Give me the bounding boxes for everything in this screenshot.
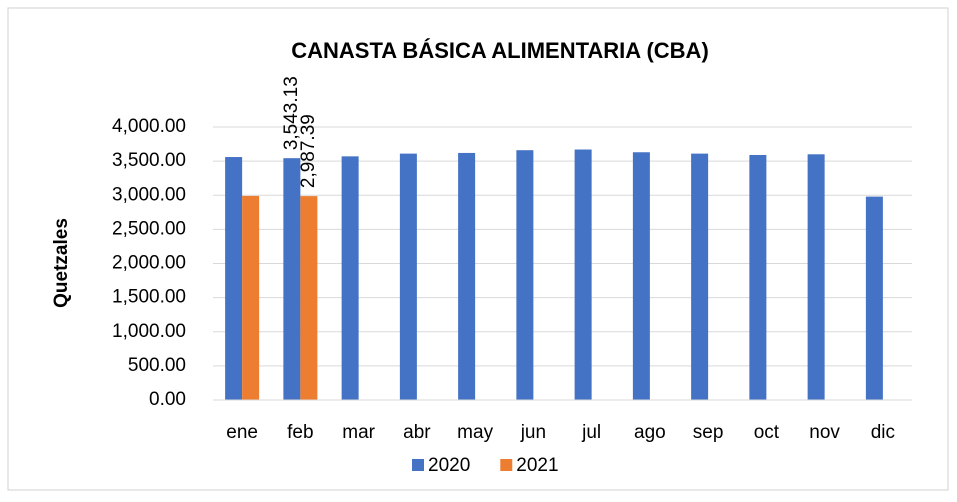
x-tick-label: feb <box>287 422 313 443</box>
bar <box>458 152 476 400</box>
x-tick-label: nov <box>809 422 840 443</box>
x-tick-label: oct <box>754 422 780 443</box>
bar <box>242 195 260 400</box>
x-tick-label: abr <box>403 422 431 443</box>
bar <box>341 156 359 400</box>
y-tick-label: 3,500.00 <box>112 150 186 171</box>
x-tick-label: ago <box>634 422 666 443</box>
legend-swatch <box>412 459 424 471</box>
chart-border <box>7 7 949 491</box>
y-tick-label: 2,000.00 <box>112 253 186 274</box>
chart-title: CANASTA BÁSICA ALIMENTARIA (CBA) <box>291 38 709 63</box>
x-tick-label: mar <box>342 422 375 443</box>
bar <box>300 196 318 400</box>
y-axis-label: Quetzales <box>51 218 72 308</box>
bar <box>807 154 825 400</box>
y-tick-label: 1,000.00 <box>112 321 186 342</box>
bar <box>283 158 301 400</box>
bar <box>225 157 243 400</box>
bar <box>399 153 417 400</box>
y-tick-label: 3,000.00 <box>112 184 186 205</box>
data-label: 2,987.39 <box>298 114 319 188</box>
legend-label: 2020 <box>428 455 470 476</box>
x-tick-label: jul <box>581 422 601 443</box>
x-tick-label: sep <box>693 422 724 443</box>
data-label: 3,543.13 <box>281 76 302 150</box>
x-tick-label: ene <box>226 422 258 443</box>
y-tick-label: 4,000.00 <box>112 116 186 137</box>
y-tick-label: 500.00 <box>128 355 186 376</box>
bar <box>749 154 767 400</box>
y-tick-label: 1,500.00 <box>112 287 186 308</box>
bar <box>865 196 883 400</box>
bar <box>574 149 592 400</box>
legend-label: 2021 <box>516 455 558 476</box>
x-tick-label: dic <box>871 422 895 443</box>
y-tick-label: 2,500.00 <box>112 218 186 239</box>
bar <box>516 150 534 400</box>
y-tick-label: 0.00 <box>149 389 186 410</box>
x-tick-label: may <box>457 422 493 443</box>
bar <box>691 153 709 400</box>
legend-swatch <box>500 459 513 471</box>
x-tick-label: jun <box>520 422 546 443</box>
bar <box>632 152 650 400</box>
